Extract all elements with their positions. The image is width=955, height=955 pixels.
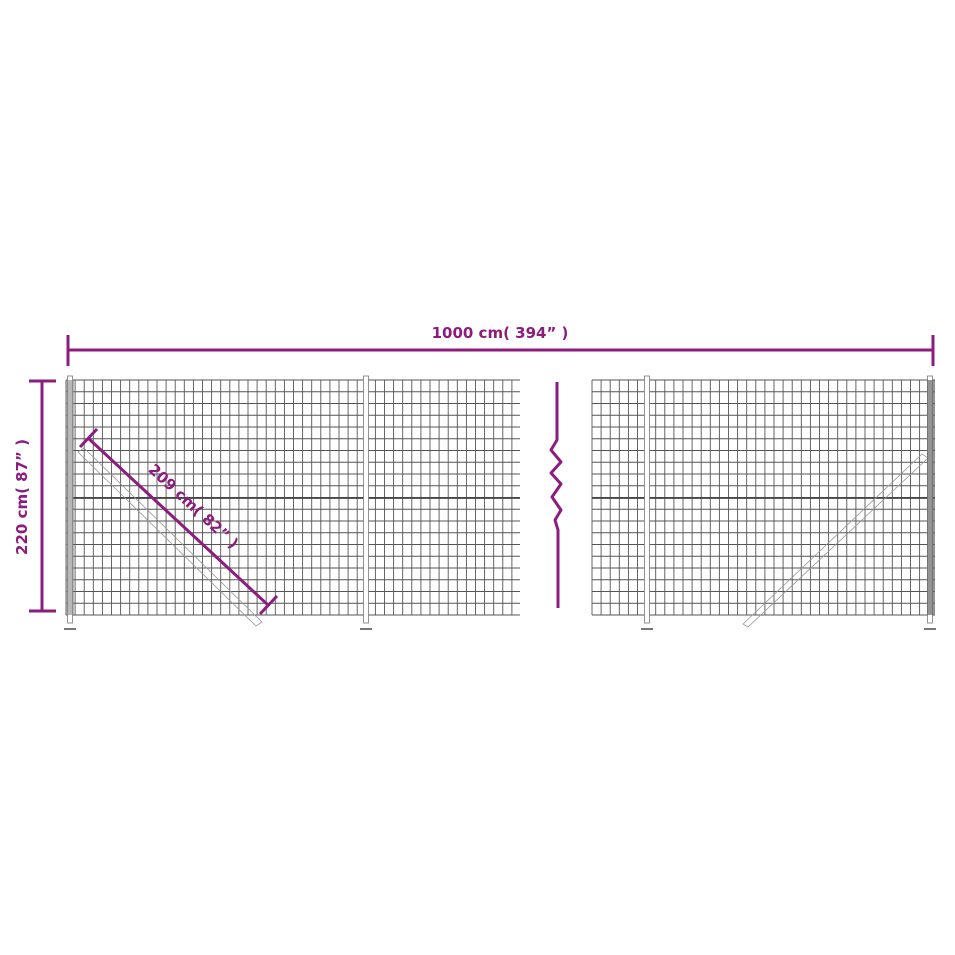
fence-post [363,375,369,624]
diagonal-dimension-tick-bottom [258,594,279,616]
width-label: 1000 cm( 394” ) [432,324,569,342]
diagonal-dimension-tick-top [78,427,99,449]
fence-brace [742,453,929,628]
right-fence-panel [591,375,936,630]
left-fence-panel [64,375,520,630]
fence-brace [77,447,263,627]
zigzag-break-icon [549,382,563,608]
post-foot [924,628,936,630]
diagonal-dimension-line [86,436,270,607]
height-label: 220 cm( 87” ) [13,439,31,555]
diagonal-dimension: 209 cm( 82” ) [78,427,279,616]
rolled-mesh-edge [66,380,74,615]
width-dimension: 1000 cm( 394” ) [66,324,935,366]
post-foot [641,628,653,630]
post-foot [64,628,76,630]
height-dimension: 220 cm( 87” ) [13,379,56,613]
rolled-mesh-edge [927,380,935,615]
fence-post [644,375,650,624]
post-foot [360,628,372,630]
